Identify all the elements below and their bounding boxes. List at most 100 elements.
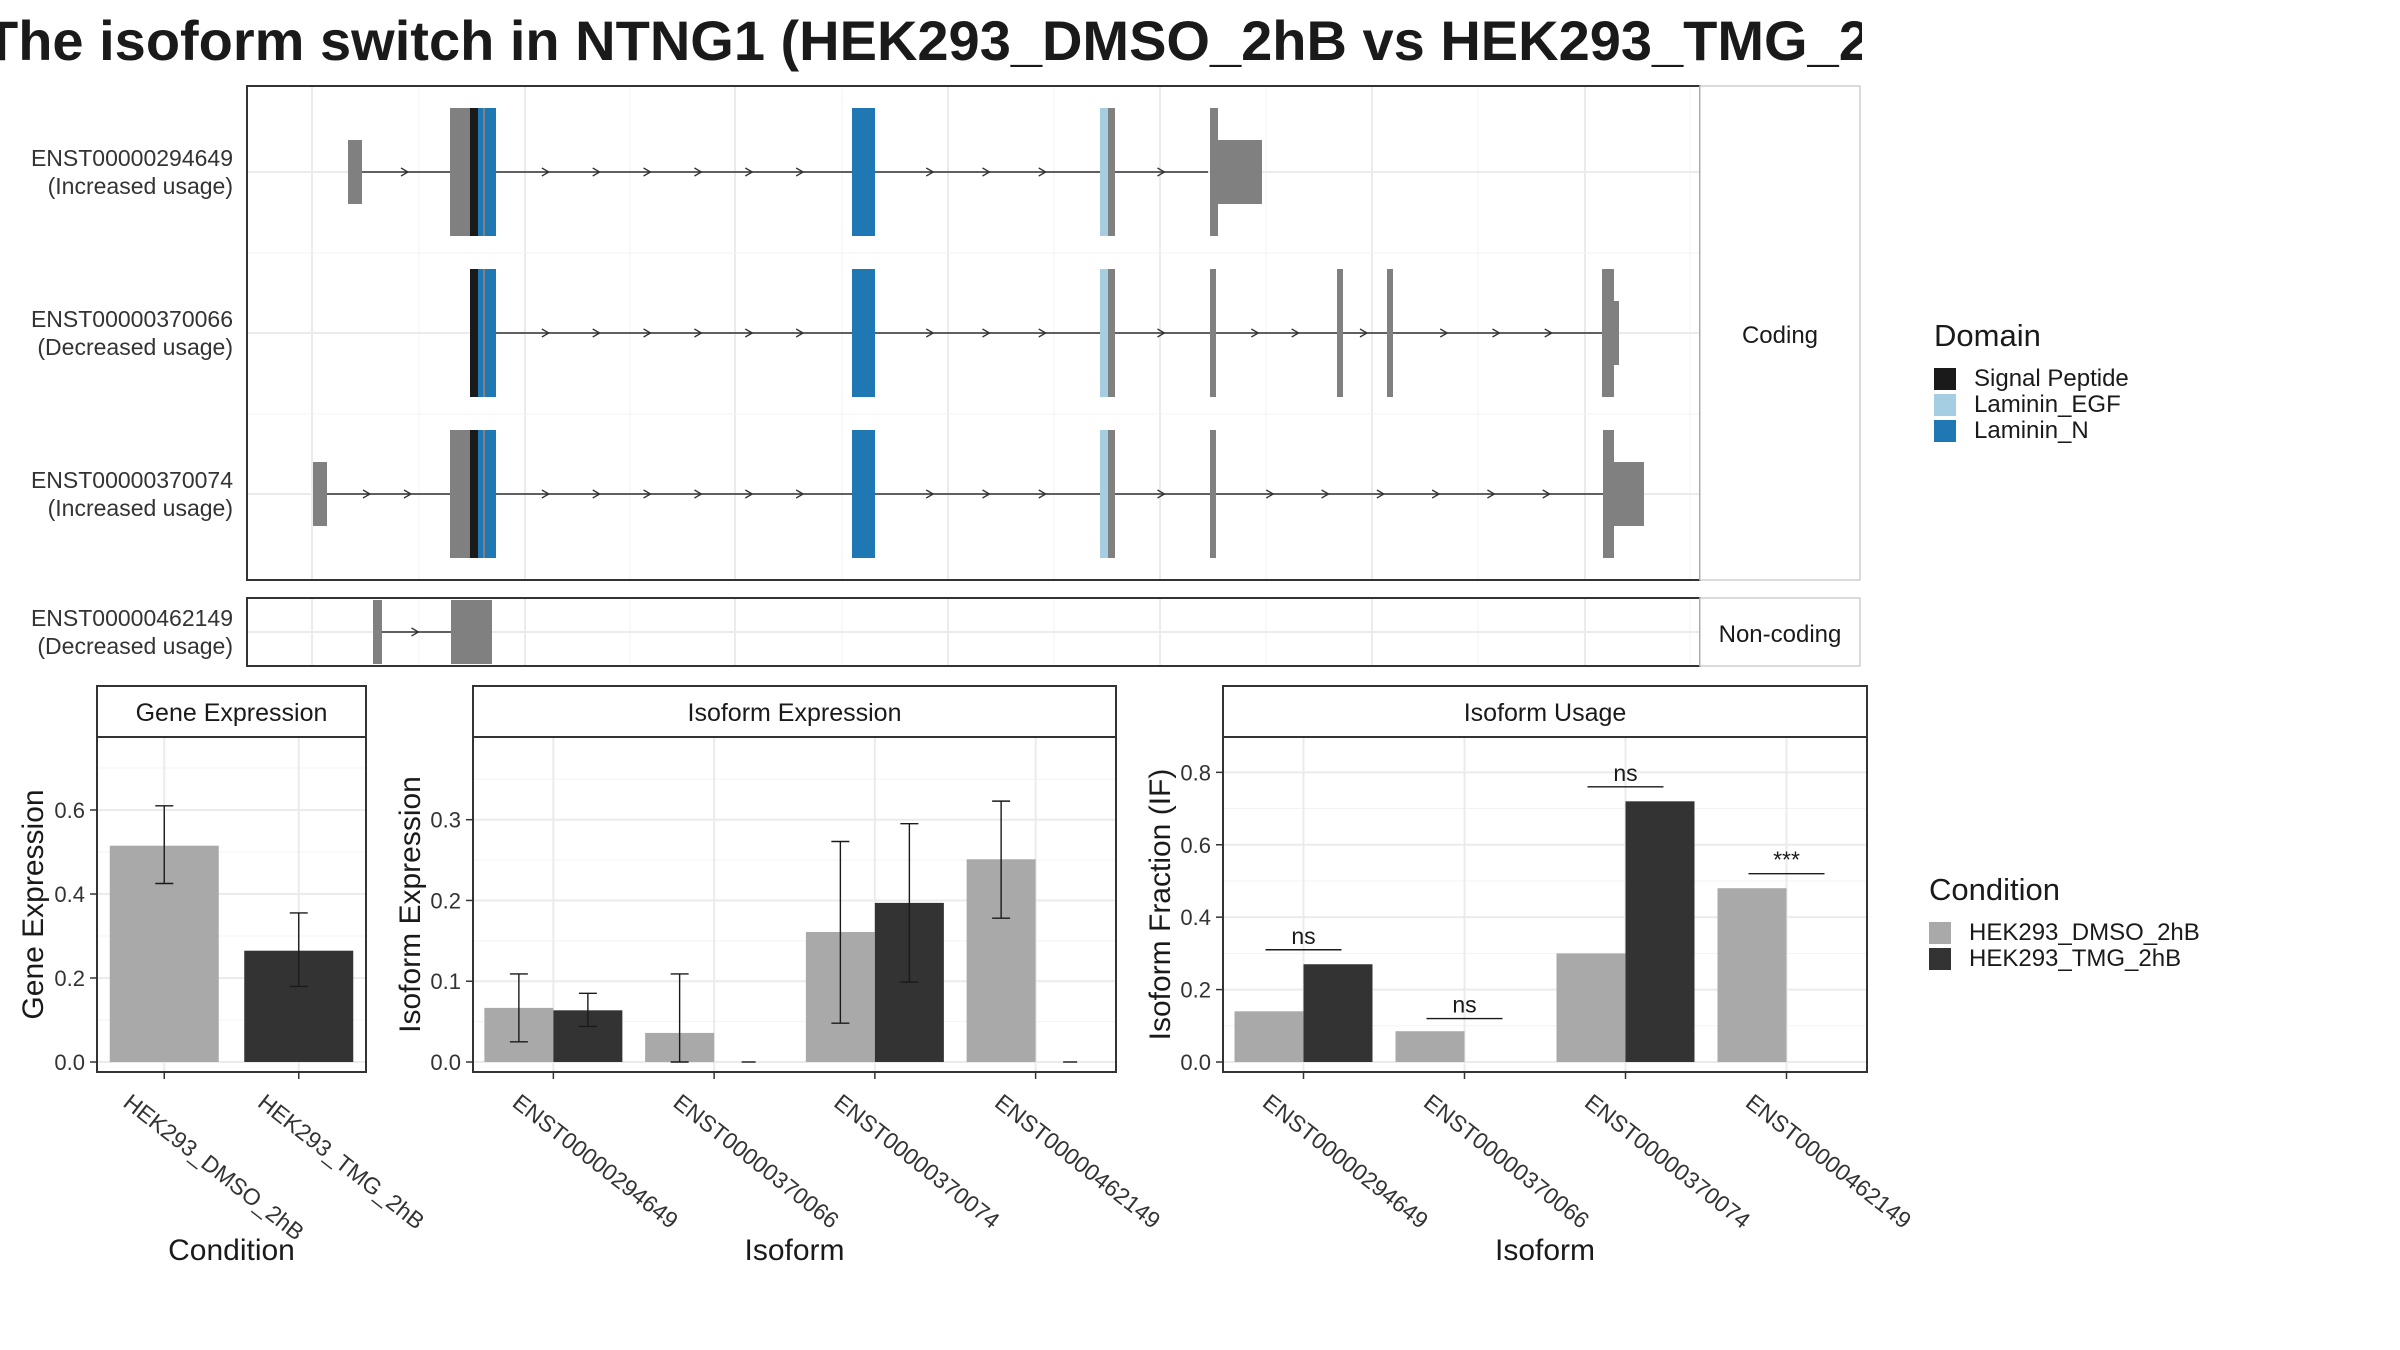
bar (1556, 953, 1626, 1062)
intron-arrow (1376, 489, 1386, 499)
intron-arrow (1359, 328, 1369, 338)
facet-strip (1699, 597, 1861, 667)
exon-block (1614, 462, 1644, 526)
panel-strip (472, 685, 1117, 738)
y-tick-label: 0.0 (54, 1050, 85, 1075)
domain-block-signal-peptide (470, 430, 478, 558)
intron-arrow (1291, 328, 1300, 338)
legend-item-laminin-egf: Laminin_EGF (1934, 391, 2129, 418)
exon-block (451, 600, 492, 664)
intron-arrow (1157, 328, 1166, 338)
x-axis-title: Isoform (1495, 1234, 1595, 1267)
exon-block (1602, 269, 1614, 397)
intron-arrow (400, 167, 410, 177)
y-tick-label: 0.4 (54, 882, 85, 907)
exon-block (450, 430, 471, 558)
bar (1234, 1011, 1304, 1062)
exon-block (1614, 301, 1619, 365)
intron-arrow (694, 167, 703, 177)
intron-arrow (744, 489, 754, 499)
legend-swatch (1934, 420, 1956, 442)
intron-arrow (1492, 328, 1501, 338)
exon-block (1210, 269, 1216, 397)
domain-block-laminin-egf (1100, 108, 1108, 236)
intron-arrow (795, 167, 805, 177)
intron-arrow (1431, 489, 1441, 499)
legend-swatch (1934, 368, 1956, 390)
legend-label: HEK293_DMSO_2hB (1969, 919, 2200, 946)
transcript-usage-label: (Increased usage) (48, 495, 233, 521)
exon-block (373, 600, 382, 664)
transcript-usage-label: (Increased usage) (48, 173, 233, 199)
intron-arrow (795, 328, 805, 338)
x-tick-label: ENST00000370074 (1580, 1089, 1755, 1234)
panel-strip (1222, 685, 1868, 738)
x-tick-label: ENST00000370074 (829, 1089, 1004, 1234)
condition-legend: Condition HEK293_DMSO_2hB HEK293_TMG_2hB (1929, 872, 2200, 972)
exon-block (1603, 430, 1614, 558)
x-axis-title: Isoform (744, 1234, 844, 1267)
transcript-usage-label: (Decreased usage) (37, 334, 233, 360)
panel-border (472, 736, 1117, 1073)
panel-title: Isoform Expression (688, 699, 902, 727)
significance-label: ns (1452, 992, 1476, 1018)
bar (1303, 964, 1373, 1062)
bar (1717, 888, 1787, 1062)
panel-title: Isoform Usage (1464, 699, 1627, 727)
y-tick-label: 0.2 (1180, 978, 1211, 1003)
y-tick-label: 0.2 (54, 966, 85, 991)
intron-arrow (1544, 328, 1554, 338)
domain-block-laminin-n (852, 430, 875, 558)
y-tick-label: 0.3 (430, 808, 461, 833)
transcript-id-label: ENST00000294649 (31, 145, 233, 171)
domain-block-laminin-egf (1100, 269, 1108, 397)
exon-block (348, 140, 362, 204)
intron-arrow (925, 489, 935, 499)
facet-label-noncoding: Non-coding (1719, 621, 1842, 648)
intron-arrow (1265, 489, 1275, 499)
x-tick-label: ENST00000294649 (1258, 1089, 1433, 1234)
panel-border (96, 736, 367, 1073)
page-title: The isoform switch in NTNG1 (HEK293_DMSO… (0, 9, 1862, 72)
intron-arrow (1542, 489, 1552, 499)
intron-arrow (982, 167, 991, 177)
exon-block (1210, 108, 1218, 236)
facet-label-coding: Coding (1742, 322, 1818, 349)
panel-title: Gene Expression (136, 699, 328, 727)
legend-swatch (1929, 922, 1951, 944)
panel-strip (96, 685, 367, 738)
legend-label: Laminin_N (1974, 417, 2089, 444)
domain-block-laminin-n (485, 430, 496, 558)
exon-block (450, 108, 471, 236)
legend-swatch (1934, 394, 1956, 416)
intron-arrow (1038, 328, 1048, 338)
intron-arrow (643, 167, 652, 177)
exon-block (1218, 140, 1262, 204)
transcript-id-label: ENST00000370074 (31, 467, 233, 493)
intron-arrow (1487, 489, 1496, 499)
x-tick-label: ENST00000370066 (669, 1089, 844, 1234)
significance-label: ns (1613, 760, 1637, 786)
exon-block (1387, 269, 1393, 397)
intron-arrow (694, 328, 703, 338)
domain-block-laminin-n (852, 108, 875, 236)
intron-arrow (1038, 489, 1048, 499)
intron-arrow (643, 328, 652, 338)
intron-arrow (1439, 328, 1449, 338)
exon-block (1337, 269, 1343, 397)
y-tick-label: 0.0 (1180, 1050, 1211, 1075)
domain-legend-title: Domain (1934, 318, 2041, 353)
domain-block-laminin-n (478, 108, 483, 236)
transcript-usage-label: (Decreased usage) (37, 633, 233, 659)
intron-arrow (362, 489, 372, 499)
y-tick-label: 0.4 (1180, 905, 1211, 930)
y-tick-label: 0.6 (54, 798, 85, 823)
intron-arrow (744, 328, 754, 338)
intron-arrow (592, 489, 602, 499)
significance-label: ns (1291, 923, 1315, 949)
intron-arrow (795, 489, 805, 499)
y-tick-label: 0.1 (430, 969, 461, 994)
legend-item-tmg: HEK293_TMG_2hB (1929, 945, 2200, 972)
legend-item-laminin-n: Laminin_N (1934, 417, 2129, 444)
